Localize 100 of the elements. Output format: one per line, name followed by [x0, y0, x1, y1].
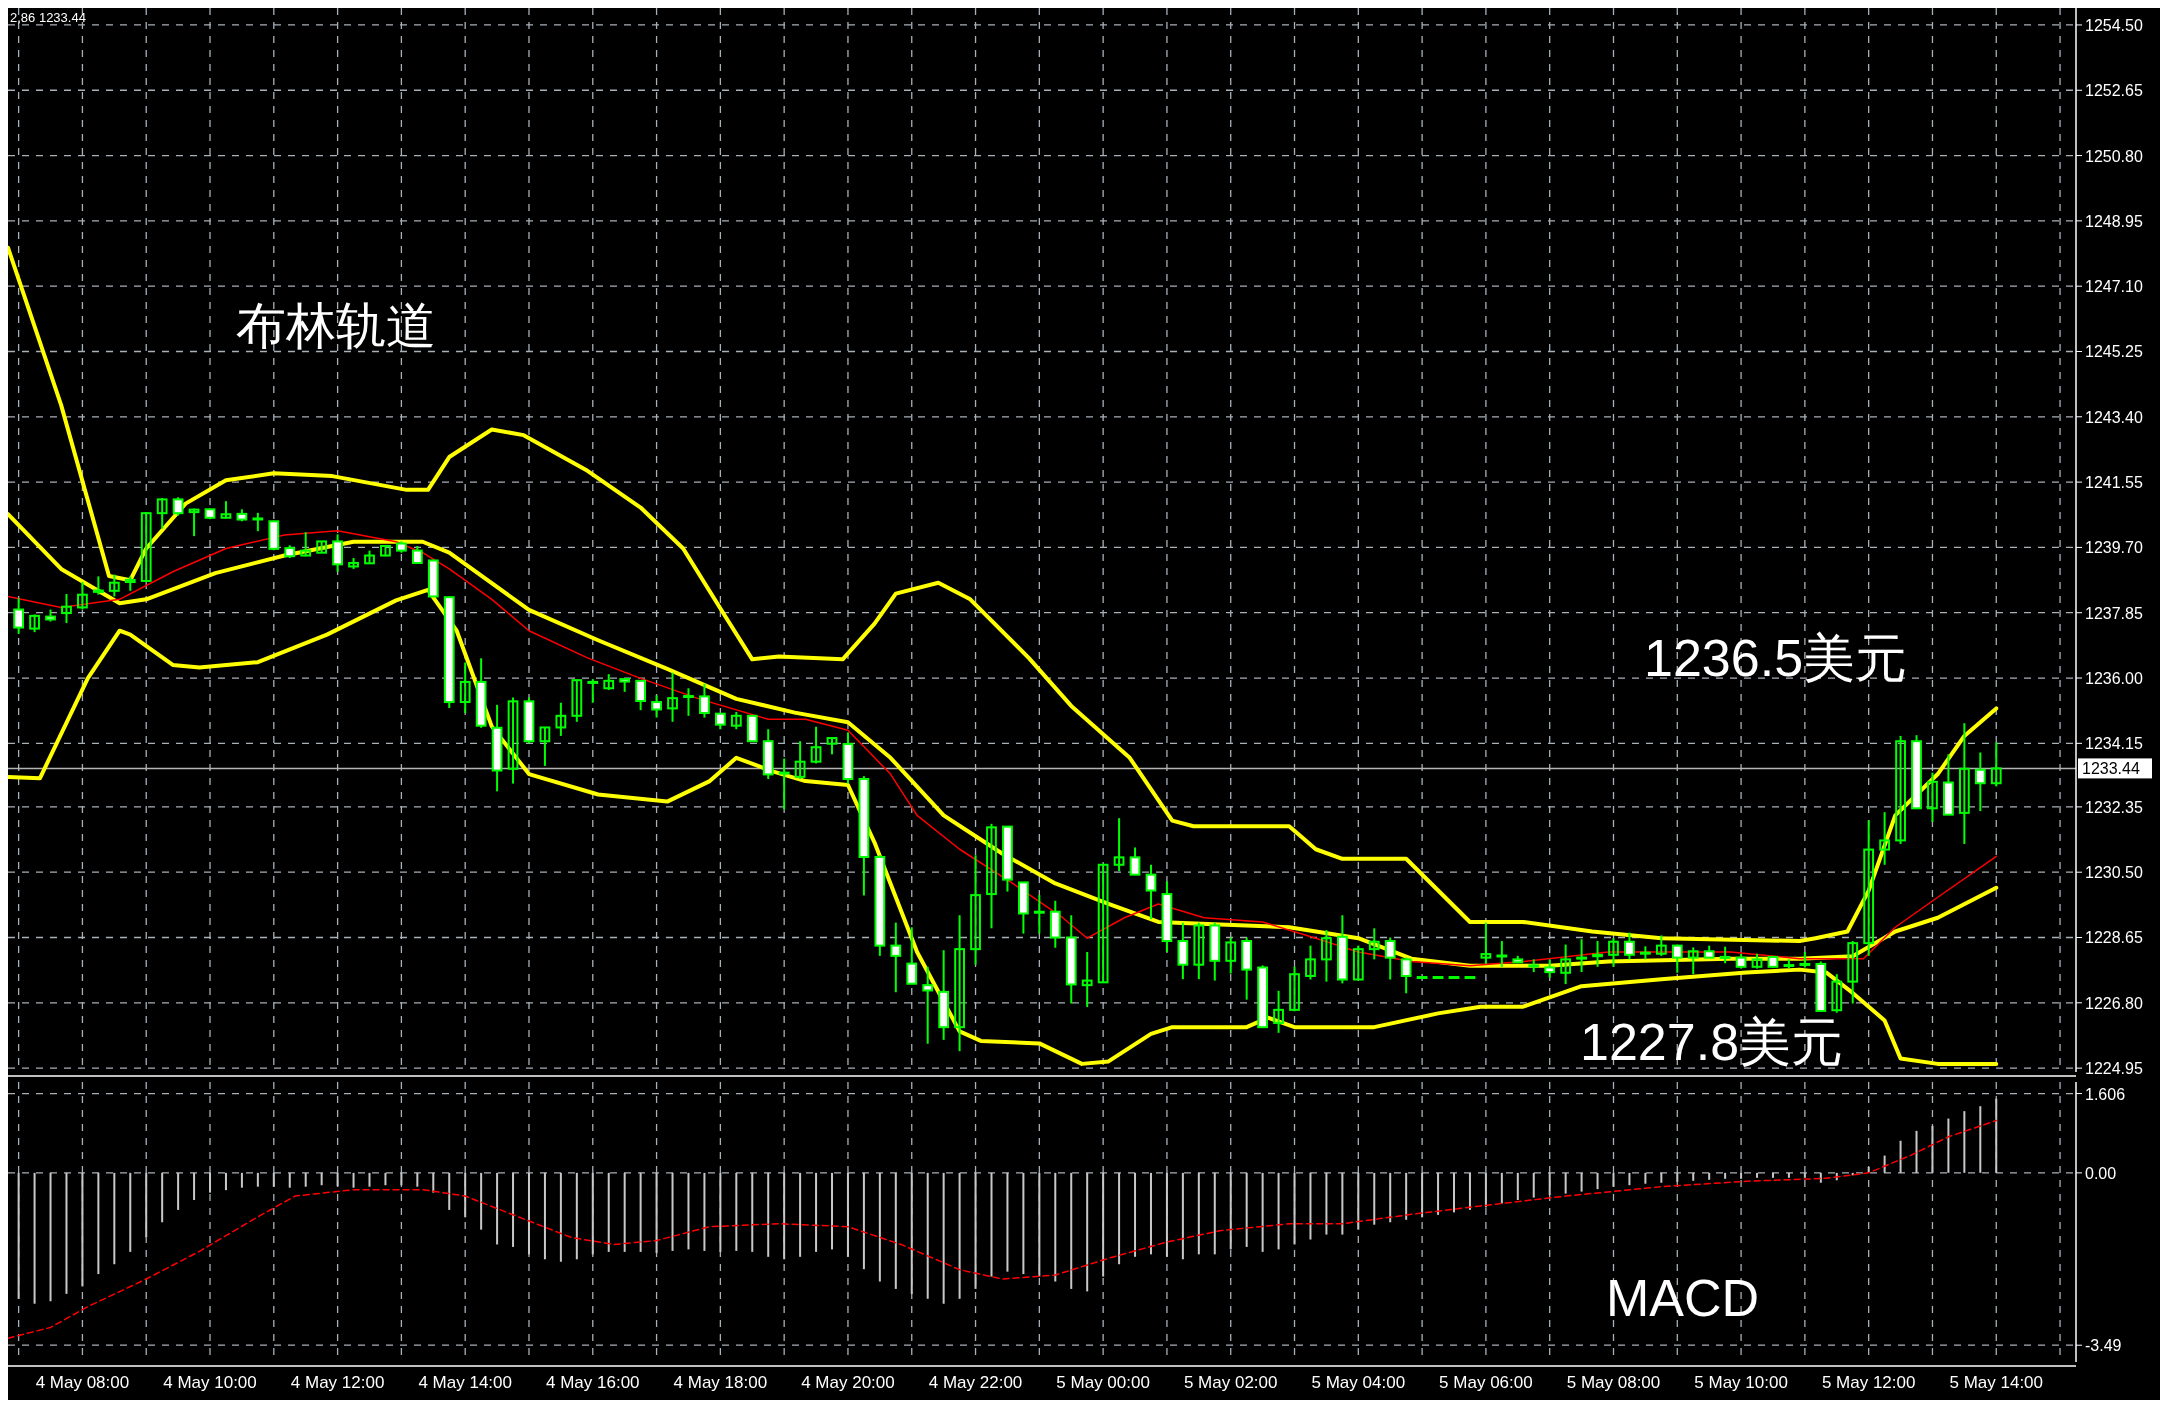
- bar: [256, 1172, 259, 1187]
- bar: [958, 1172, 961, 1299]
- bar: [1149, 1172, 1152, 1255]
- bar: [1580, 1172, 1583, 1192]
- annotation: 1236.5美元: [1644, 629, 1908, 687]
- bar: [288, 1172, 291, 1188]
- bar: [368, 1172, 371, 1187]
- candlestick: [954, 914, 965, 1053]
- bar: [1724, 1172, 1727, 1179]
- candlestick: [1560, 943, 1572, 986]
- candlestick: [1990, 741, 2002, 788]
- bar: [416, 1172, 419, 1187]
- x-tick-label: 5 May 06:00: [1439, 1373, 1533, 1392]
- bar: [862, 1172, 865, 1270]
- candlestick: [906, 926, 918, 985]
- y-tick-label: 1241.55: [2085, 474, 2143, 492]
- bar: [783, 1172, 786, 1260]
- candlestick: [539, 726, 551, 767]
- candlestick: [1129, 846, 1141, 876]
- bar: [1931, 1125, 1934, 1173]
- bar: [336, 1172, 339, 1187]
- x-tick-label: 4 May 14:00: [418, 1373, 512, 1392]
- bar: [272, 1172, 275, 1187]
- candlestick: [61, 593, 72, 624]
- y-tick-label: 1254.50: [2085, 16, 2143, 34]
- bar: [448, 1172, 451, 1210]
- bar: [1500, 1172, 1503, 1204]
- x-tick-label: 4 May 16:00: [546, 1373, 640, 1392]
- bar: [1819, 1172, 1822, 1183]
- bar: [1086, 1172, 1089, 1292]
- candlestick: [683, 687, 694, 717]
- candlestick: [1624, 931, 1635, 961]
- y-tick-label: 1237.85: [2085, 604, 2143, 622]
- y-tick-label: 1252.65: [2085, 82, 2143, 100]
- bar: [559, 1172, 562, 1262]
- candlestick: [986, 822, 997, 930]
- candlestick: [459, 661, 471, 714]
- bar: [831, 1172, 834, 1250]
- bar: [1277, 1172, 1280, 1250]
- x-tick-label: 4 May 18:00: [673, 1373, 768, 1392]
- bar: [878, 1172, 881, 1282]
- bar: [751, 1172, 754, 1252]
- bar: [17, 1172, 20, 1299]
- bar: [1261, 1172, 1264, 1252]
- candlestick: [108, 573, 120, 598]
- y-tick-label: 1.606: [2085, 1085, 2126, 1103]
- annotation: MACD: [1606, 1269, 1760, 1327]
- candlestick: [1352, 944, 1364, 981]
- y-tick-label: 1239.70: [2085, 539, 2143, 557]
- x-tick-label: 4 May 12:00: [290, 1373, 385, 1392]
- bar: [735, 1172, 738, 1251]
- candlestick: [587, 678, 599, 704]
- candlestick: [252, 511, 264, 533]
- y-tick-label: 1248.95: [2085, 212, 2143, 230]
- bar: [432, 1172, 435, 1193]
- y-tick-label: 1232.35: [2085, 798, 2143, 816]
- bar: [1963, 1111, 1966, 1173]
- bar: [1038, 1172, 1041, 1277]
- bar: [1660, 1172, 1663, 1183]
- candlestick: [1958, 722, 1970, 845]
- candlestick: [1863, 819, 1875, 957]
- candlestick: [1496, 940, 1508, 968]
- bar: [240, 1172, 243, 1188]
- candlestick: [810, 725, 822, 765]
- candlestick: [1081, 950, 1093, 1009]
- candlestick: [1177, 921, 1189, 981]
- bar: [352, 1172, 355, 1188]
- bar: [974, 1172, 977, 1289]
- bar: [1676, 1172, 1679, 1182]
- bar: [1421, 1172, 1424, 1218]
- bar: [1118, 1172, 1121, 1265]
- bar: [1484, 1172, 1487, 1208]
- candlestick: [1225, 936, 1237, 975]
- candlestick: [13, 597, 25, 635]
- bar: [1740, 1172, 1743, 1179]
- bar: [671, 1172, 674, 1251]
- candlestick: [77, 581, 88, 611]
- bar: [224, 1172, 227, 1191]
- y-tick-label: 1228.65: [2085, 929, 2143, 947]
- bar: [161, 1172, 164, 1223]
- candlestick: [156, 496, 168, 530]
- bar: [1341, 1172, 1344, 1235]
- bar: [767, 1172, 770, 1257]
- bar: [639, 1172, 642, 1252]
- bar: [846, 1172, 849, 1257]
- bar: [1787, 1172, 1790, 1178]
- bar: [575, 1172, 578, 1260]
- candlestick: [890, 921, 902, 994]
- y-tick-label: 1250.80: [2085, 147, 2143, 165]
- bar: [607, 1172, 610, 1252]
- y-tick-label: 1245.25: [2085, 343, 2143, 361]
- bar: [1070, 1172, 1073, 1289]
- candlestick: [1831, 973, 1843, 1014]
- bar: [1197, 1172, 1200, 1255]
- candlestick: [332, 533, 343, 573]
- bar: [1309, 1172, 1312, 1240]
- x-tick-label: 4 May 20:00: [801, 1373, 895, 1392]
- x-tick-label: 4 May 22:00: [928, 1373, 1023, 1392]
- bar: [97, 1172, 100, 1275]
- bar: [464, 1172, 467, 1218]
